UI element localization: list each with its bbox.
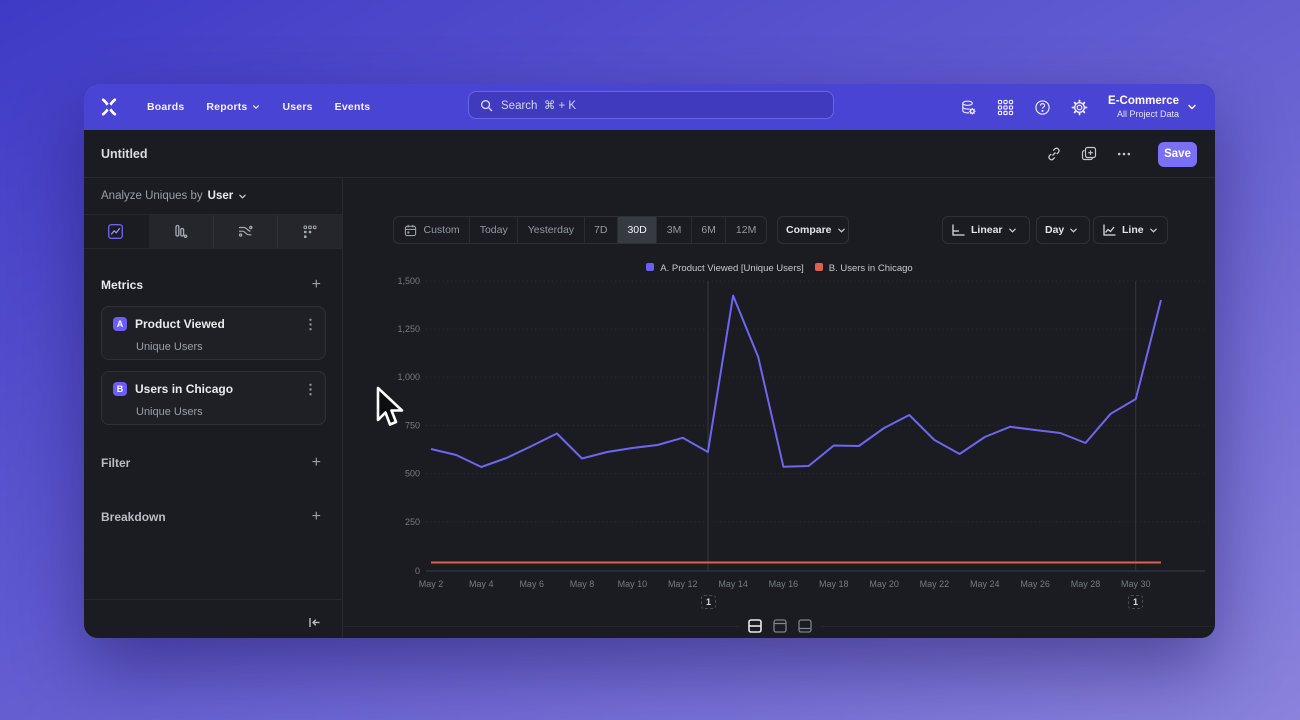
- svg-text:May 28: May 28: [1071, 579, 1101, 589]
- svg-text:May 2: May 2: [419, 579, 444, 589]
- svg-text:May 8: May 8: [570, 579, 595, 589]
- svg-text:May 12: May 12: [668, 579, 698, 589]
- svg-text:May 24: May 24: [970, 579, 1000, 589]
- svg-text:May 16: May 16: [769, 579, 799, 589]
- svg-text:1,250: 1,250: [397, 324, 420, 334]
- svg-text:May 30: May 30: [1121, 579, 1151, 589]
- svg-text:May 14: May 14: [718, 579, 748, 589]
- svg-text:May 6: May 6: [519, 579, 544, 589]
- svg-text:250: 250: [405, 517, 420, 527]
- svg-text:750: 750: [405, 421, 420, 431]
- svg-text:May 22: May 22: [920, 579, 950, 589]
- svg-text:May 26: May 26: [1020, 579, 1050, 589]
- svg-text:0: 0: [415, 566, 420, 576]
- svg-text:1,000: 1,000: [397, 372, 420, 382]
- svg-text:May 18: May 18: [819, 579, 849, 589]
- svg-text:1,500: 1,500: [397, 276, 420, 286]
- svg-text:May 4: May 4: [469, 579, 494, 589]
- svg-text:May 10: May 10: [618, 579, 648, 589]
- svg-text:May 20: May 20: [869, 579, 899, 589]
- svg-text:500: 500: [405, 469, 420, 479]
